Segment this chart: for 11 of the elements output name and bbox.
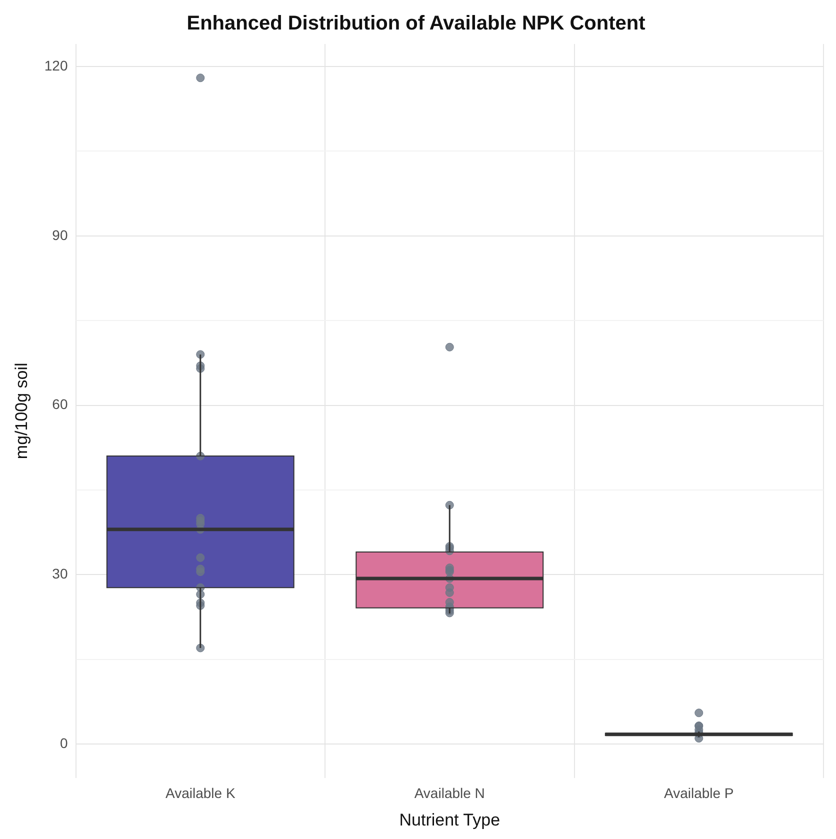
x-tick-label: Available N [414, 785, 485, 802]
y-tick-label: 60 [52, 396, 68, 412]
y-tick-label: 0 [60, 734, 68, 751]
y-axis-title: mg/100g soil [12, 362, 31, 460]
x-tick-label: Available K [165, 785, 236, 802]
y-tick-label: 30 [52, 565, 68, 582]
x-axis-title: Nutrient Type [399, 810, 500, 830]
y-tick-label: 90 [52, 226, 68, 243]
y-tick-label: 120 [44, 57, 68, 74]
chart-title: Enhanced Distribution of Available NPK Content [186, 12, 646, 35]
x-tick-label: Available P [664, 785, 734, 802]
